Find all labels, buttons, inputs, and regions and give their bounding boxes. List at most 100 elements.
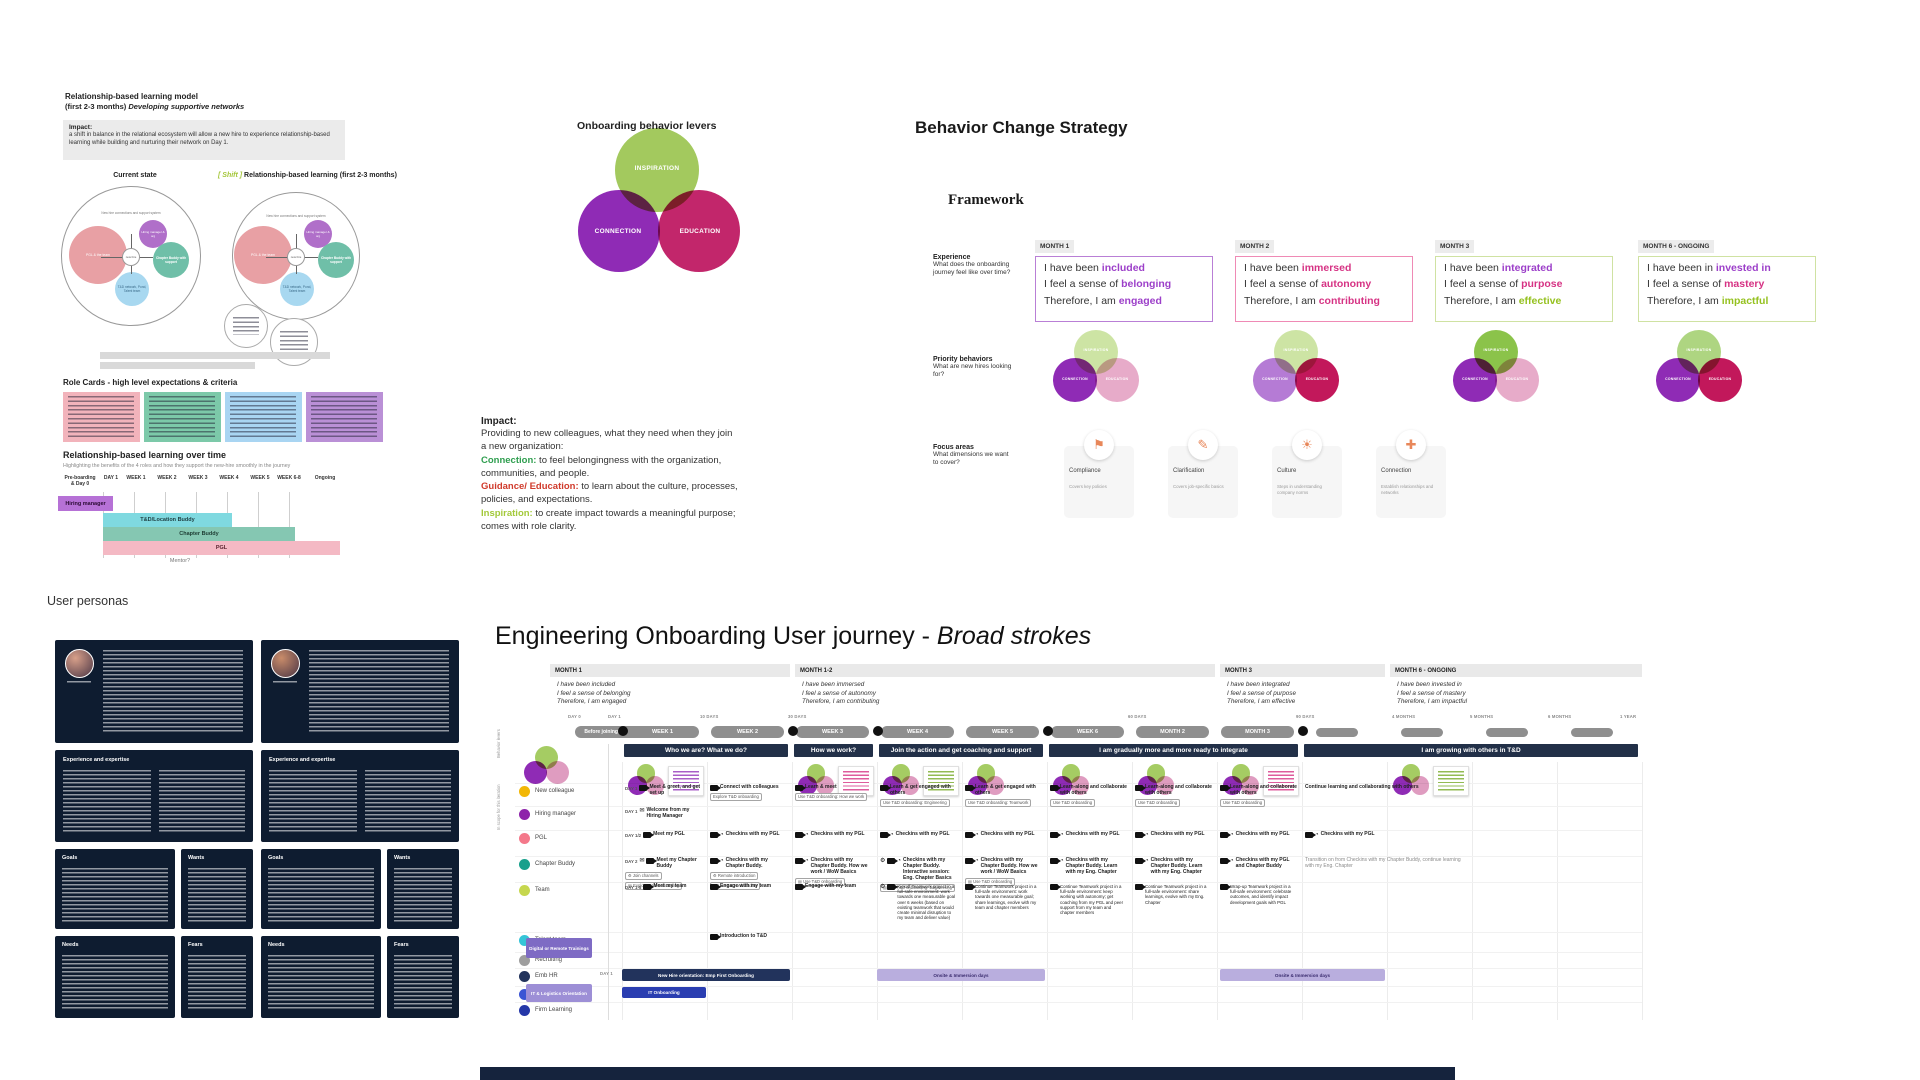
bubble-new-hire[interactable]: new hire xyxy=(122,248,140,266)
journey-activity[interactable]: Wrap-up Teamwork project in a full-safe … xyxy=(1220,884,1297,905)
fears-card[interactable]: Fears xyxy=(181,936,253,1018)
journey-activity[interactable]: DAY 1/2 Meet my PGL xyxy=(625,831,702,838)
journey-pill-small[interactable] xyxy=(1401,728,1443,737)
resource-chip[interactable]: ▤ Use T&D onboarding xyxy=(965,877,1016,886)
resource-chip[interactable]: Use T&D onboarding: How we work xyxy=(795,792,868,801)
wants-card[interactable]: Wants xyxy=(387,849,459,929)
resource-chip[interactable]: ⚙ Join channels xyxy=(625,871,662,880)
journey-activity[interactable]: Engage with my team xyxy=(795,883,872,890)
behavior-note-card[interactable] xyxy=(1433,766,1469,796)
journey-activity[interactable]: DAY 1-5 Meet my team xyxy=(625,883,702,890)
mini-behavior-venn[interactable] xyxy=(1393,764,1430,797)
experience-statement-card[interactable]: I have been integrated I feel a sense of … xyxy=(1435,256,1613,322)
experience-statement-card[interactable]: I have been included I feel a sense of be… xyxy=(1035,256,1213,322)
journey-activity[interactable]: ⚙ ◔ Checkins with my Chapter Buddy. Intera… xyxy=(880,857,957,892)
journey-activity[interactable]: Connect with colleagues Explore T&D onboa… xyxy=(710,784,787,801)
resource-chip[interactable]: Use T&D onboarding xyxy=(1220,798,1266,807)
journey-activity[interactable]: DAY 1 ✉ Welcome from my Hiring Manager xyxy=(625,807,702,820)
resource-chip[interactable]: Use T&D onboarding: Teamwork xyxy=(965,798,1032,807)
journey-activity[interactable]: ◔ Checkins with my PGL xyxy=(965,831,1042,838)
journey-activity[interactable]: ◔ Checkins with my PGL xyxy=(1050,831,1127,838)
journey-pill[interactable]: WEEK 1 xyxy=(626,726,699,738)
journey-activity[interactable]: Learn-along and collaborate with others U… xyxy=(1220,784,1297,807)
goals-card[interactable]: Goals xyxy=(55,849,175,929)
experience-statement-card[interactable]: I have been in invested in I feel a sense… xyxy=(1638,256,1816,322)
journey-activity[interactable]: Continue Teamwork project in a full-safe… xyxy=(1135,884,1212,905)
journey-pill[interactable]: MONTH 3 xyxy=(1221,726,1294,738)
journey-pill-small[interactable] xyxy=(1486,728,1528,737)
mini-behavior-venn[interactable] xyxy=(968,764,1005,797)
focus-card-clarification[interactable]: ✎ Clarification Covers job-specific basics xyxy=(1168,430,1238,518)
bubble-new-hire[interactable]: new hire xyxy=(287,248,305,266)
needs-card[interactable]: Needs xyxy=(261,936,381,1018)
journey-activity[interactable]: Continue Teamwork project in a full-safe… xyxy=(965,884,1042,910)
mini-behavior-venn[interactable] xyxy=(1053,764,1090,797)
gantt-bar-t-d-location-buddy[interactable]: T&D/Location Buddy xyxy=(103,513,232,527)
bubble-td-network[interactable]: T&D network, Pond, Talent team xyxy=(280,272,314,306)
offscreen-frame-edge[interactable] xyxy=(480,1067,1455,1080)
focus-card-culture[interactable]: ☀ Culture Steps in understanding company n… xyxy=(1272,430,1342,518)
journey-pill-small[interactable] xyxy=(1316,728,1358,737)
gantt-bar-hiring-manager[interactable]: Hiring manager xyxy=(58,496,113,511)
ecosystem-venn[interactable]: New hire connections and support system P… xyxy=(61,186,201,326)
bubble-pgl-team[interactable]: PGL & the team xyxy=(234,226,292,284)
journey-pill-small[interactable] xyxy=(1571,728,1613,737)
journey-activity[interactable]: ◔ Checkins with my PGL xyxy=(1305,831,1382,838)
journey-activity[interactable]: ◔ Checkins with my Chapter Buddy. How we … xyxy=(965,857,1042,886)
bubble-pgl-team[interactable]: PGL & the team xyxy=(69,226,127,284)
bubble-chapter-buddy[interactable]: Chapter Buddy with support xyxy=(153,242,189,278)
new-hire-orientation-bar[interactable]: New Hire orientation: Emp First Onboardi… xyxy=(622,969,790,981)
journey-activity[interactable]: ◔ Checkins with my Chapter Buddy. ⚙ Remote… xyxy=(710,857,787,890)
resource-chip[interactable]: Use T&D onboarding xyxy=(1135,798,1181,807)
journey-activity[interactable]: Learn-along and collaborate with others U… xyxy=(1135,784,1212,807)
journey-pill[interactable]: WEEK 6 xyxy=(1051,726,1124,738)
journey-activity[interactable]: ◔ Checkins with my Chapter Buddy. Learn w… xyxy=(1135,857,1212,876)
gantt-bar-chapter-buddy[interactable]: Chapter Buddy xyxy=(103,527,295,541)
journey-pill[interactable]: WEEK 3 xyxy=(796,726,869,738)
persona-card[interactable] xyxy=(55,640,253,743)
journey-activity[interactable]: Transition on from Checkins with my Chap… xyxy=(1305,857,1467,870)
journey-activity[interactable]: Learn & get engaged with others Use T&D o… xyxy=(880,784,957,807)
behavior-note-card[interactable] xyxy=(1263,766,1299,796)
experience-statement-card[interactable]: I have been immersed I feel a sense of au… xyxy=(1235,256,1413,322)
onsite-immersion-bar[interactable]: Onsite & Immersion days xyxy=(877,969,1045,981)
priority-venn[interactable]: INSPIRATION CONNECTION EDUCATION xyxy=(1656,330,1742,406)
priority-venn[interactable]: INSPIRATION CONNECTION EDUCATION xyxy=(1253,330,1339,406)
resource-chip[interactable]: ⚙ Remote introduction xyxy=(710,871,759,880)
resource-chip[interactable]: Use T&D onboarding xyxy=(1050,798,1096,807)
resource-chip[interactable]: Explore T&D onboarding xyxy=(710,792,762,801)
mini-behavior-venn[interactable] xyxy=(1223,764,1260,797)
focus-card-connection[interactable]: ✚ Connection Establish relationships and n… xyxy=(1376,430,1446,518)
resource-chip[interactable]: ▤ Use T&D onboarding: Engineering xyxy=(880,883,955,892)
journey-activity[interactable]: ◔ Checkins with my Chapter Buddy. How we … xyxy=(795,857,872,886)
journey-activity[interactable]: ◔ Checkins with my Chapter Buddy. Learn w… xyxy=(1050,857,1127,876)
experience-card[interactable]: Experience and expertise xyxy=(55,750,253,842)
resource-chip[interactable]: ▤ Use T&D onboarding xyxy=(795,877,846,886)
wants-card[interactable]: Wants xyxy=(181,849,253,929)
priority-venn[interactable]: INSPIRATION CONNECTION EDUCATION xyxy=(1053,330,1139,406)
onsite-immersion-bar[interactable]: Onsite & Immersion days xyxy=(1220,969,1385,981)
journey-activity[interactable]: Engage with my team xyxy=(710,883,787,890)
journey-pill[interactable]: WEEK 2 xyxy=(711,726,784,738)
journey-activity[interactable]: ◔ Checkins with my PGL xyxy=(795,831,872,838)
behavior-note-card[interactable] xyxy=(838,766,874,796)
journey-activity[interactable]: Introduction to T&D xyxy=(710,933,787,940)
ecosystem-venn[interactable]: New hire connections and support system P… xyxy=(232,192,360,320)
journey-activity[interactable]: ◔ Checkins with my PGL xyxy=(1135,831,1212,838)
resource-chip[interactable]: Use T&D onboarding: Engineering xyxy=(880,798,950,807)
experience-card[interactable]: Experience and expertise xyxy=(261,750,459,842)
connection-circle[interactable] xyxy=(578,190,660,272)
journey-activity[interactable]: DAY 1 Meet & greet, and get set up xyxy=(625,784,702,797)
fears-card[interactable]: Fears xyxy=(387,936,459,1018)
journey-activity[interactable]: Continue learning and collaborating with… xyxy=(1305,784,1467,791)
journey-activity[interactable]: Learn & meet Use T&D onboarding: How we w… xyxy=(795,784,872,801)
behavior-note-card[interactable] xyxy=(923,766,959,796)
gantt-bar-pgl[interactable]: PGL xyxy=(103,541,340,555)
role-card[interactable] xyxy=(144,392,221,442)
mini-behavior-venn[interactable] xyxy=(524,746,570,787)
journey-activity[interactable]: ◔ Checkins with my PGL and Chapter Buddy xyxy=(1220,857,1297,870)
education-circle[interactable] xyxy=(658,190,740,272)
journey-activity[interactable]: ◔ Checkins with my PGL xyxy=(710,831,787,838)
journey-activity[interactable]: Learn & get engaged with others Use T&D o… xyxy=(965,784,1042,807)
goals-card[interactable]: Goals xyxy=(261,849,381,929)
